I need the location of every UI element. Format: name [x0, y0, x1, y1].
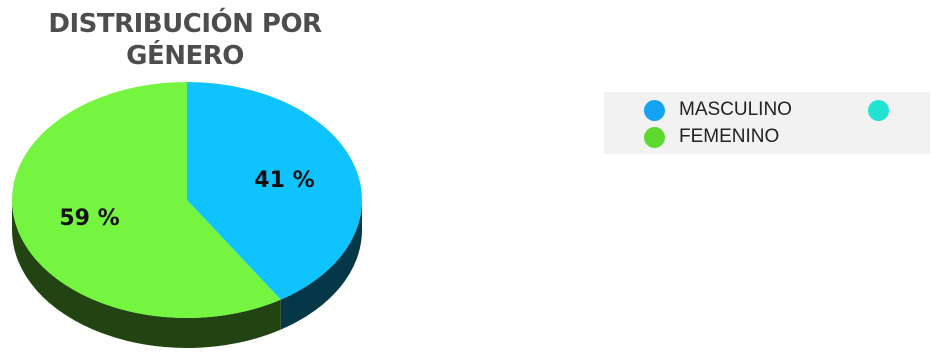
pie-side-femenino	[12, 200, 281, 349]
pie-side-masculino	[280, 200, 362, 330]
legend-item-masculino[interactable]: MASCULINO	[644, 98, 792, 122]
legend-item-femenino[interactable]: FEMENINO	[644, 125, 779, 149]
pie-slice-femenino	[11, 82, 281, 318]
legend-label-masculino: MASCULINO	[679, 99, 792, 120]
legend-swatch-femenino	[644, 126, 665, 148]
pie-slice-masculino	[187, 82, 362, 300]
legend-swatch-third	[868, 99, 889, 121]
legend-swatch-masculino	[644, 99, 665, 121]
data-label-masculino: 41 %	[254, 168, 314, 193]
legend: MASCULINO FEMENINO	[604, 92, 930, 154]
chart-title: DISTRIBUCIÓN POR GÉNERO	[48, 9, 322, 71]
legend-item-third[interactable]	[868, 98, 889, 122]
legend-label-femenino: FEMENINO	[679, 126, 780, 147]
data-label-femenino: 59 %	[59, 206, 119, 231]
